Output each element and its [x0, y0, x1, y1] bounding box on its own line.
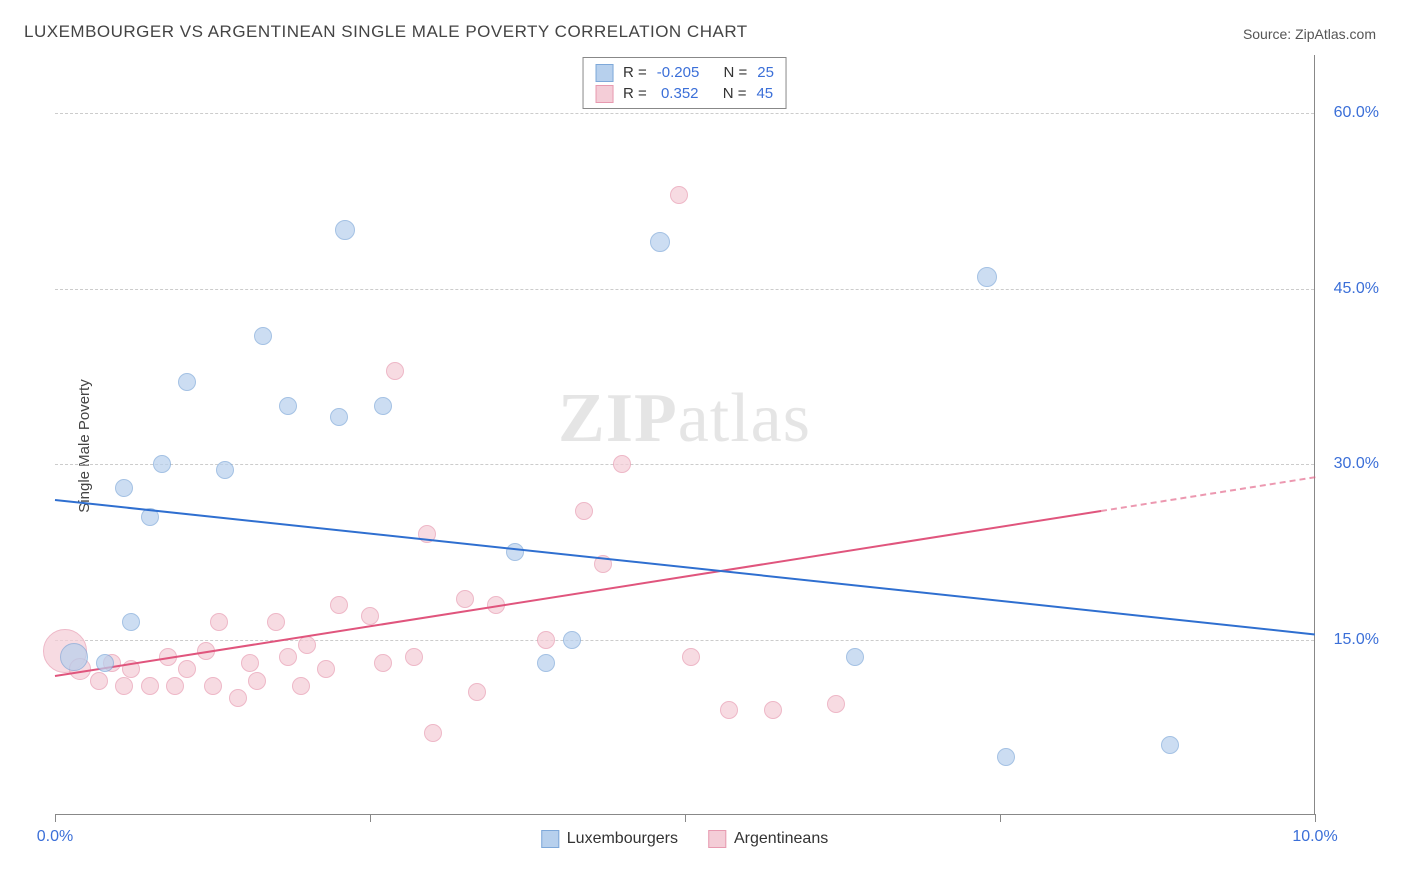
scatter-point-luxembourgers	[977, 267, 997, 287]
scatter-point-luxembourgers	[115, 479, 133, 497]
legend-swatch-luxembourgers	[541, 830, 559, 848]
scatter-point-luxembourgers	[650, 232, 670, 252]
source-attribution: Source: ZipAtlas.com	[1243, 26, 1376, 42]
watermark: ZIPatlas	[558, 379, 811, 459]
legend-item-argentineans: Argentineans	[708, 830, 828, 848]
r-value-argentineans: 0.352	[657, 83, 699, 104]
gridline	[55, 640, 1314, 641]
stats-row-luxembourgers: R = -0.205 N = 25	[595, 62, 774, 83]
scatter-point-argentineans	[248, 672, 266, 690]
scatter-point-luxembourgers	[537, 654, 555, 672]
scatter-point-argentineans	[90, 672, 108, 690]
x-tick	[685, 814, 686, 822]
x-tick	[1315, 814, 1316, 822]
scatter-point-argentineans	[229, 689, 247, 707]
scatter-point-luxembourgers	[1161, 736, 1179, 754]
scatter-point-argentineans	[115, 677, 133, 695]
scatter-point-argentineans	[298, 636, 316, 654]
scatter-point-argentineans	[141, 677, 159, 695]
scatter-point-argentineans	[456, 590, 474, 608]
gridline	[55, 289, 1314, 290]
scatter-point-luxembourgers	[216, 461, 234, 479]
y-tick-label: 15.0%	[1334, 631, 1379, 649]
scatter-point-argentineans	[178, 660, 196, 678]
y-tick-label: 60.0%	[1334, 104, 1379, 122]
scatter-point-argentineans	[292, 677, 310, 695]
plot-area: ZIPatlas R = -0.205 N = 25 R = 0.352 N =…	[55, 55, 1315, 815]
scatter-point-luxembourgers	[374, 397, 392, 415]
y-tick-label: 30.0%	[1334, 455, 1379, 473]
legend-item-luxembourgers: Luxembourgers	[541, 830, 678, 848]
legend: Luxembourgers Argentineans	[541, 830, 828, 848]
swatch-argentineans	[595, 85, 613, 103]
scatter-point-luxembourgers	[846, 648, 864, 666]
scatter-point-argentineans	[374, 654, 392, 672]
n-value-argentineans: 45	[756, 83, 773, 104]
x-tick-label: 10.0%	[1292, 828, 1337, 846]
scatter-point-luxembourgers	[997, 748, 1015, 766]
scatter-point-luxembourgers	[254, 327, 272, 345]
scatter-point-argentineans	[166, 677, 184, 695]
scatter-point-luxembourgers	[330, 408, 348, 426]
scatter-point-argentineans	[330, 596, 348, 614]
x-tick	[1000, 814, 1001, 822]
scatter-point-argentineans	[204, 677, 222, 695]
swatch-luxembourgers	[595, 64, 613, 82]
scatter-point-argentineans	[468, 683, 486, 701]
legend-swatch-argentineans	[708, 830, 726, 848]
gridline	[55, 113, 1314, 114]
scatter-point-argentineans	[386, 362, 404, 380]
scatter-point-luxembourgers	[279, 397, 297, 415]
trend-line-luxembourgers	[55, 499, 1315, 635]
x-tick	[55, 814, 56, 822]
scatter-point-argentineans	[210, 613, 228, 631]
scatter-point-luxembourgers	[60, 643, 88, 671]
scatter-point-argentineans	[361, 607, 379, 625]
scatter-point-luxembourgers	[563, 631, 581, 649]
stats-row-argentineans: R = 0.352 N = 45	[595, 83, 774, 104]
scatter-point-argentineans	[682, 648, 700, 666]
correlation-stats-box: R = -0.205 N = 25 R = 0.352 N = 45	[582, 57, 787, 109]
n-value-luxembourgers: 25	[757, 62, 774, 83]
scatter-point-luxembourgers	[153, 455, 171, 473]
scatter-point-argentineans	[720, 701, 738, 719]
scatter-point-argentineans	[317, 660, 335, 678]
scatter-point-argentineans	[827, 695, 845, 713]
scatter-point-luxembourgers	[506, 543, 524, 561]
scatter-point-argentineans	[670, 186, 688, 204]
scatter-point-argentineans	[267, 613, 285, 631]
scatter-point-luxembourgers	[122, 613, 140, 631]
scatter-point-argentineans	[613, 455, 631, 473]
scatter-point-argentineans	[537, 631, 555, 649]
legend-label-argentineans: Argentineans	[734, 830, 828, 848]
scatter-point-luxembourgers	[178, 373, 196, 391]
legend-label-luxembourgers: Luxembourgers	[567, 830, 678, 848]
chart-title: LUXEMBOURGER VS ARGENTINEAN SINGLE MALE …	[24, 22, 748, 42]
scatter-point-argentineans	[764, 701, 782, 719]
scatter-point-luxembourgers	[335, 220, 355, 240]
scatter-point-argentineans	[405, 648, 423, 666]
x-tick	[370, 814, 371, 822]
y-tick-label: 45.0%	[1334, 280, 1379, 298]
scatter-point-luxembourgers	[96, 654, 114, 672]
scatter-point-argentineans	[424, 724, 442, 742]
r-value-luxembourgers: -0.205	[657, 62, 700, 83]
scatter-point-argentineans	[241, 654, 259, 672]
trend-line-argentineans	[1101, 476, 1316, 512]
x-tick-label: 0.0%	[37, 828, 73, 846]
scatter-point-argentineans	[279, 648, 297, 666]
gridline	[55, 464, 1314, 465]
scatter-point-argentineans	[575, 502, 593, 520]
